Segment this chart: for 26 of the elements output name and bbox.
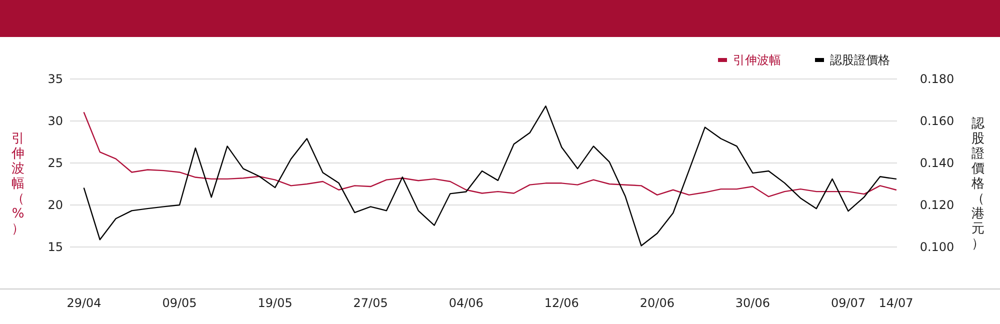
x-tick-label: 27/05 — [353, 296, 388, 310]
y-tick-label: 35 — [48, 72, 63, 86]
line-series — [83, 105, 897, 246]
y2-tick-label: 0.140 — [920, 156, 954, 170]
x-tick-label: 29/04 — [66, 296, 102, 310]
x-tick-label: 14/07 — [878, 296, 914, 310]
x-tick-label: 09/07 — [830, 296, 866, 310]
legend-label: 引伸波幅 — [733, 53, 781, 67]
y2-tick-label: 0.100 — [920, 240, 954, 254]
text: 認股證價格（港元） — [972, 116, 984, 252]
line-series — [83, 112, 897, 198]
x-tick-label: 04/06 — [448, 296, 484, 310]
x-tick-label: 20/06 — [640, 296, 674, 310]
y2-tick-label: 0.160 — [920, 114, 954, 128]
y-tick-label: 25 — [48, 156, 63, 170]
x-tick-label: 09/05 — [162, 296, 197, 310]
y-tick-label: 30 — [48, 114, 63, 128]
y-tick-label: 20 — [48, 198, 63, 212]
x-tick-label: 19/05 — [258, 296, 292, 310]
x-tick-label: 12/06 — [544, 296, 579, 310]
legend-label: 認股證價格 — [830, 53, 890, 67]
y-tick-label: 15 — [48, 240, 63, 254]
x-tick-label: 30/06 — [735, 296, 770, 310]
y2-tick-label: 0.120 — [920, 198, 954, 212]
y2-tick-label: 0.180 — [920, 72, 954, 86]
y-axis-title: 引伸波幅（%） — [10, 132, 24, 236]
